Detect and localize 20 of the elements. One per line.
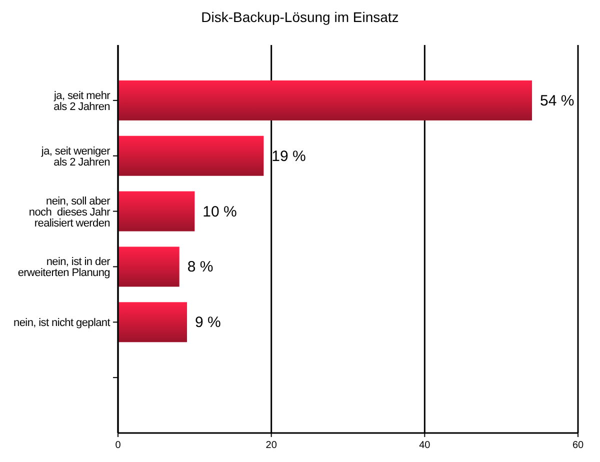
y-tick-label: nein, ist in der erweiterten Planung <box>18 256 111 280</box>
x-tick-label: 40 <box>419 440 431 451</box>
bar <box>118 246 180 287</box>
y-tick-label: nein, soll aber noch dieses Jahr realisiert werden <box>28 195 111 230</box>
x-tick-label: 0 <box>115 440 122 451</box>
y-tick-label: nein, ist nicht geplant <box>14 317 110 330</box>
data-label: 8 % <box>187 258 214 276</box>
bar <box>118 191 195 232</box>
data-label: 9 % <box>195 314 221 332</box>
y-tick-label: ja, seit weniger als 2 Jahren <box>40 145 111 168</box>
y-tick-label: ja, seit mehr als 2 Jahren <box>52 90 111 113</box>
data-label: 54 % <box>540 92 574 110</box>
bar <box>118 136 264 176</box>
data-label: 19 % <box>272 148 306 165</box>
x-tick-label: 60 <box>572 440 584 451</box>
bar <box>118 302 187 342</box>
chart-title: Disk-Backup-Lösung im Einsatz <box>201 9 399 25</box>
data-label: 10 % <box>202 203 237 220</box>
x-tick-label: 20 <box>266 440 278 451</box>
bar <box>118 80 532 120</box>
